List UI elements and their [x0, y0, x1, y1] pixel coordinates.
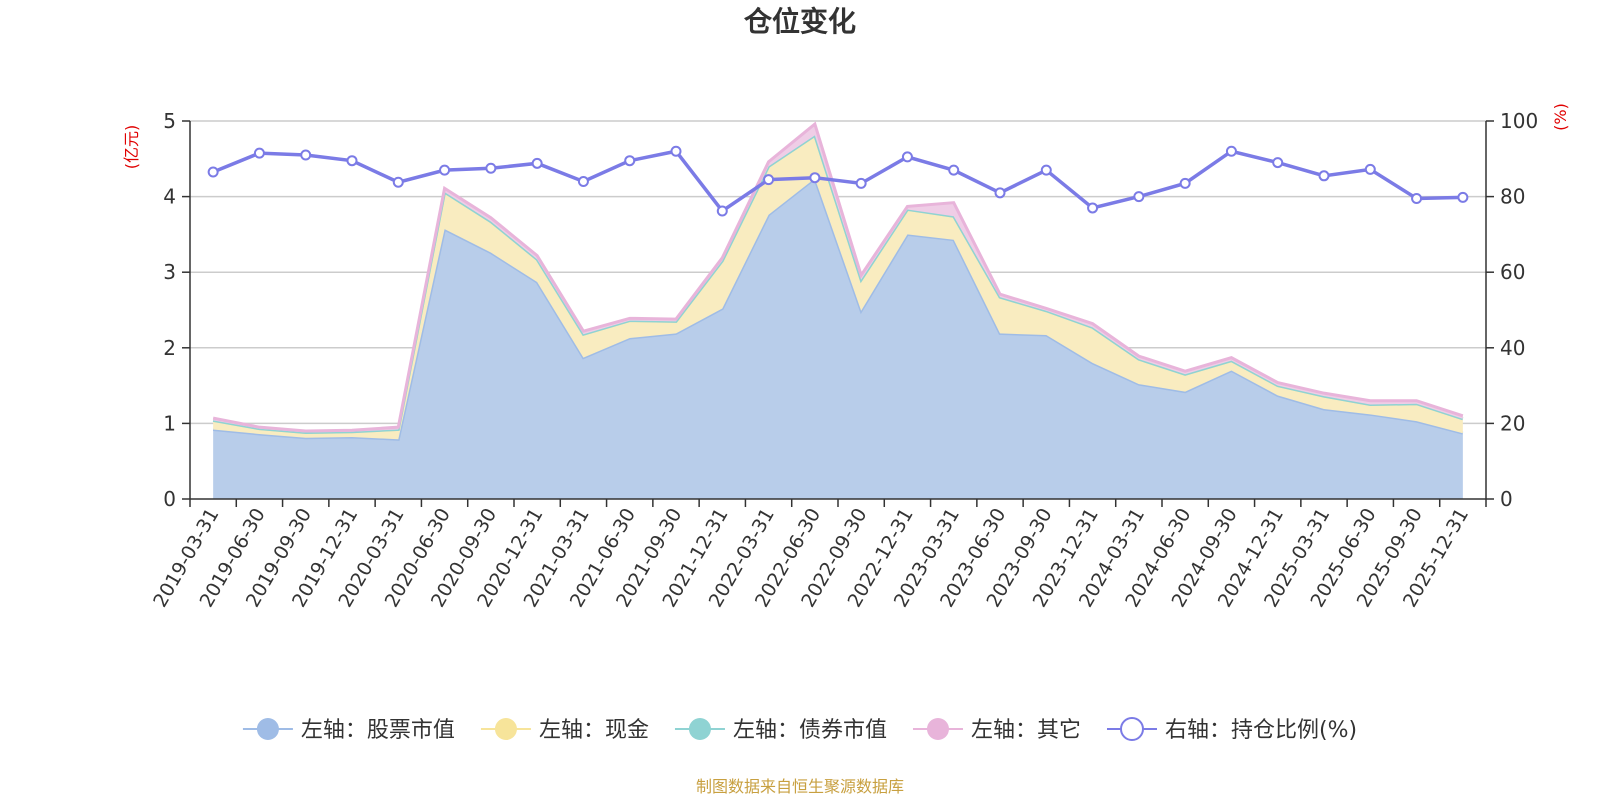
right-tick-label: 60 — [1500, 260, 1525, 284]
holding-ratio-point — [763, 174, 775, 186]
holding-ratio-point — [994, 187, 1006, 199]
legend-label: 左轴：现金 — [539, 718, 649, 743]
holding-ratio-point — [624, 155, 636, 167]
stacked-areas — [212, 121, 1464, 499]
right-tick-label: 40 — [1500, 336, 1525, 360]
holding-ratio-point — [1457, 191, 1469, 203]
holding-ratio-point — [392, 176, 404, 188]
legend-circle-icon — [494, 718, 517, 740]
left-tick-label: 3 — [163, 260, 176, 284]
left-axis-name: (亿元) — [122, 125, 141, 170]
holding-ratio-point — [901, 151, 913, 163]
legend-label: 右轴：持仓比例(%) — [1165, 718, 1357, 743]
legend-label: 左轴：债券市值 — [733, 718, 887, 743]
holding-ratio-point — [485, 162, 497, 174]
right-tick-label: 100 — [1500, 109, 1538, 133]
holding-ratio-line-layer — [207, 145, 1469, 217]
legend-item[interactable]: 左轴：其它 — [912, 718, 1081, 743]
holding-ratio-point — [577, 175, 589, 187]
left-tick-label: 0 — [163, 487, 176, 511]
holding-ratio-point — [809, 172, 821, 184]
legend-item[interactable]: 左轴：债券市值 — [674, 718, 887, 743]
holding-ratio-point — [253, 147, 265, 159]
holding-ratio-point — [948, 164, 960, 176]
legend-circle-icon — [256, 718, 279, 740]
holding-ratio-point — [1087, 202, 1099, 214]
legend: 左轴：股票市值 左轴：现金 左轴：债券市值 左轴：其它 右轴：持仓比例(%) — [242, 717, 1357, 743]
holding-ratio-point — [1272, 157, 1284, 169]
left-tick-label: 2 — [163, 336, 176, 360]
holding-ratio-point — [1364, 163, 1376, 175]
holding-ratio-point — [439, 164, 451, 176]
left-tick-label: 5 — [163, 109, 176, 133]
legend-item[interactable]: 右轴：持仓比例(%) — [1106, 717, 1357, 743]
holding-ratio-line — [212, 149, 1463, 214]
holding-ratio-point — [1411, 192, 1423, 204]
legend-label: 左轴：股票市值 — [301, 718, 455, 743]
legend-hollow-circle-icon — [1119, 717, 1144, 741]
holding-ratio-point — [1318, 170, 1330, 182]
right-tick-label: 20 — [1500, 411, 1525, 435]
holding-ratio-point — [300, 149, 312, 161]
holding-ratio-point — [855, 177, 867, 189]
right-tick-label: 80 — [1500, 185, 1525, 209]
left-tick-label: 1 — [163, 411, 176, 435]
holding-ratio-point — [531, 157, 543, 169]
left-tick-label: 4 — [163, 185, 176, 209]
legend-item[interactable]: 左轴：现金 — [480, 718, 649, 743]
legend-label: 左轴：其它 — [971, 718, 1081, 743]
right-tick-label: 0 — [1500, 487, 1513, 511]
source-text: 制图数据来自恒生聚源数据库 — [696, 777, 904, 796]
holding-ratio-point — [1040, 164, 1052, 176]
holding-ratio-point — [1133, 191, 1145, 203]
holding-ratio-point — [346, 155, 358, 167]
legend-item[interactable]: 左轴：股票市值 — [242, 718, 455, 743]
right-axis-name: (%) — [1551, 103, 1570, 131]
holding-ratio-point — [670, 145, 682, 157]
holding-ratio-point — [1225, 145, 1237, 157]
holding-ratio-point — [716, 205, 728, 217]
area-股票市值 — [213, 178, 1463, 499]
holding-ratio-point — [1179, 177, 1191, 189]
area-edge-其它 — [212, 121, 1464, 433]
legend-circle-icon — [926, 718, 949, 740]
legend-circle-icon — [688, 718, 711, 740]
holding-ratio-point — [207, 166, 219, 178]
chart-title: 仓位变化 — [744, 5, 856, 38]
